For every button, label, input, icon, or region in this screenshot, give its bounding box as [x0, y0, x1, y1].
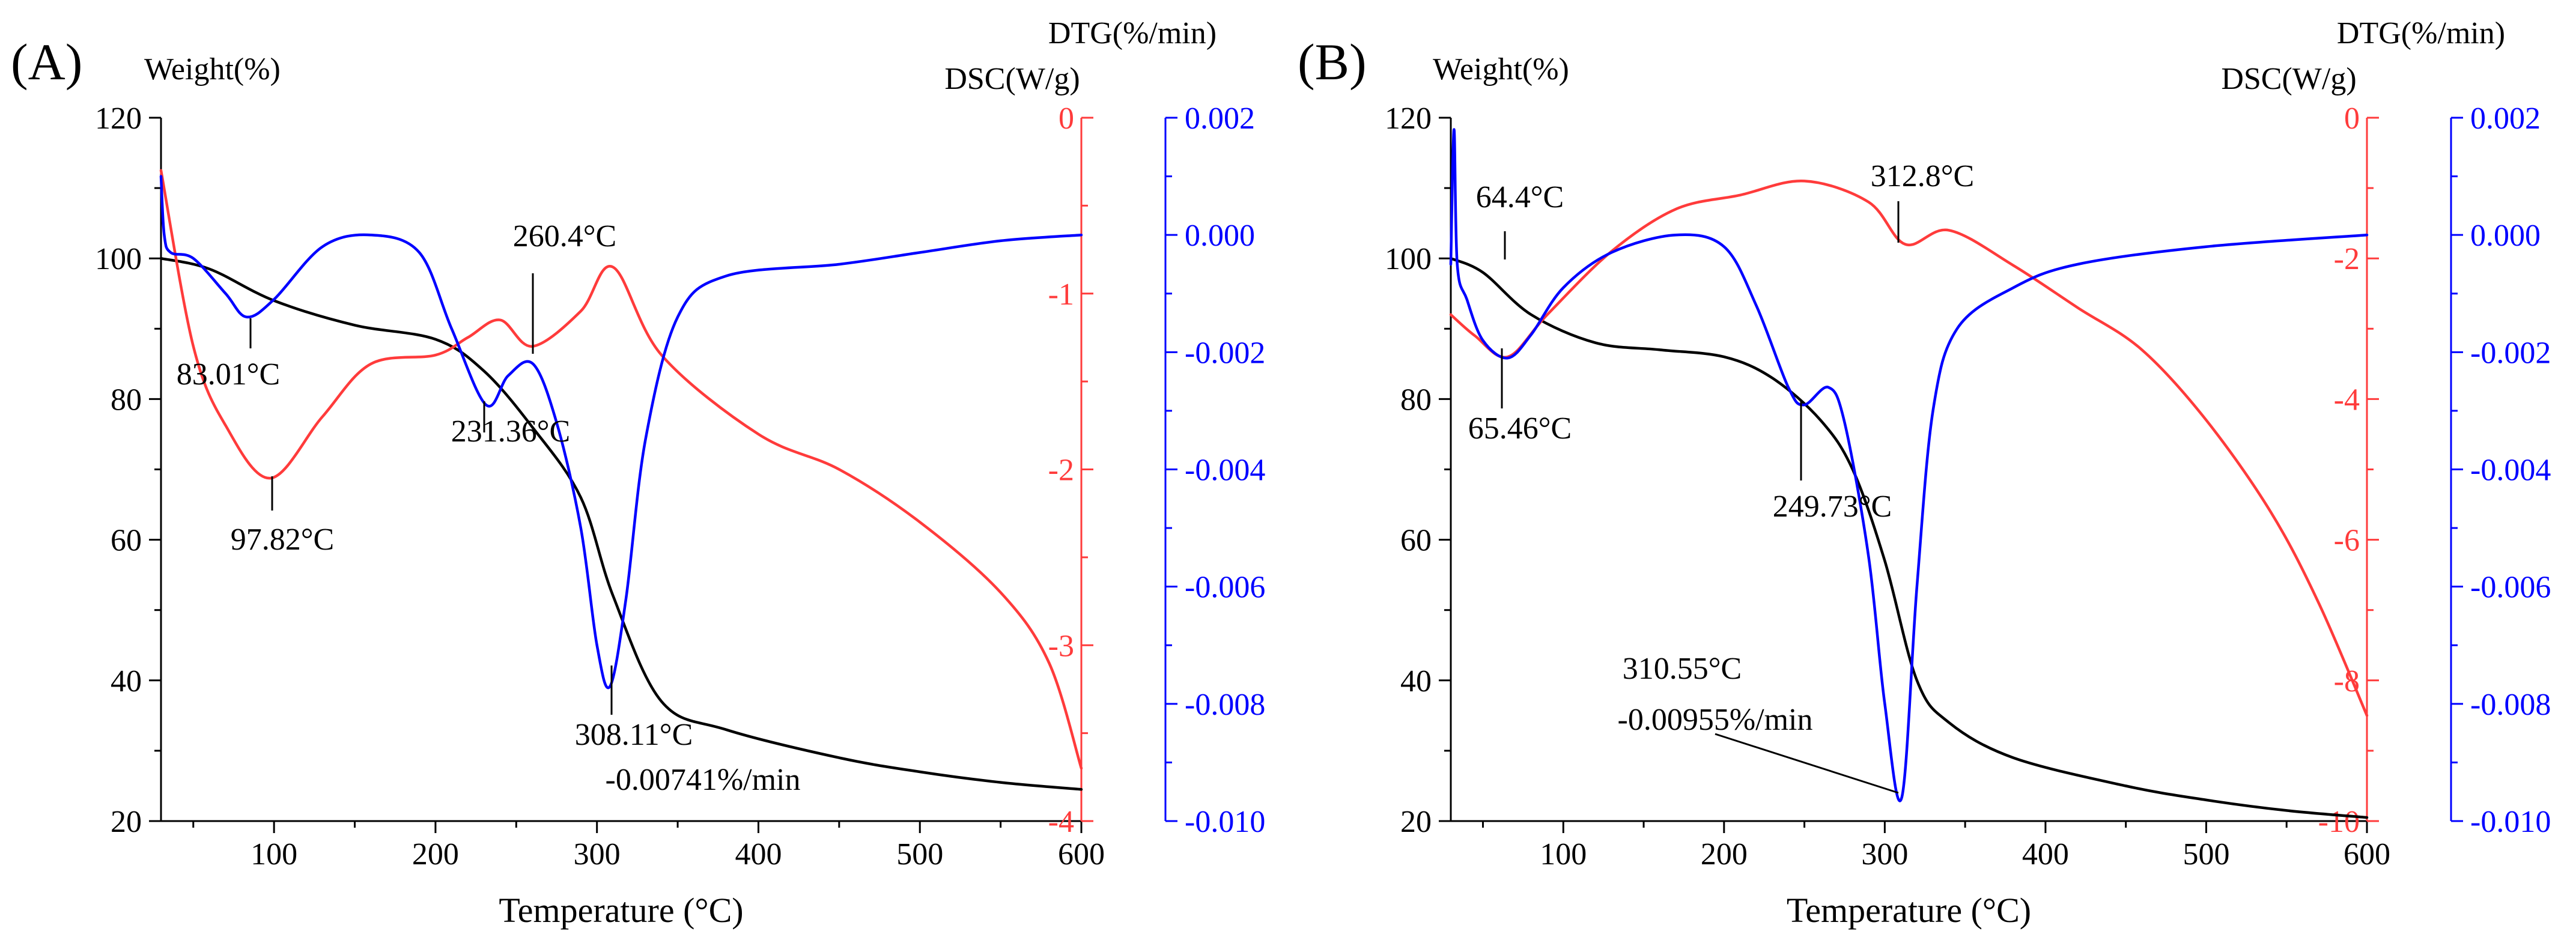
- annotation-label: 310.55°C: [1623, 652, 1742, 686]
- annotation-label: 83.01°C: [177, 357, 280, 392]
- x-tick-label: 100: [251, 837, 297, 872]
- dsc-axis-title: DSC(W/g): [944, 62, 1080, 96]
- x-axis-title: Temperature (°C): [1787, 891, 2031, 930]
- dtg-tick-label: -0.010: [2470, 805, 2551, 839]
- dsc-tick-label: -6: [2334, 524, 2360, 558]
- weight-tick-label: 80: [111, 383, 142, 417]
- dsc-tick-label: -1: [1048, 277, 1074, 312]
- annotation-label: 231.36°C: [451, 414, 570, 449]
- dtg-tick-label: 0.000: [1185, 219, 1255, 253]
- x-tick-label: 300: [574, 837, 621, 872]
- x-tick-label: 300: [1861, 837, 1908, 872]
- dtg-tick-label: 0.000: [2470, 219, 2541, 253]
- annotation-label: 64.4°C: [1476, 180, 1564, 214]
- x-tick-label: 400: [2022, 837, 2069, 872]
- dsc-tick-label: 0: [1059, 102, 1074, 136]
- x-tick-label: 500: [2183, 837, 2229, 872]
- dtg-axis-title: DTG(%/min): [2337, 16, 2505, 50]
- weight-tick-label: 100: [95, 242, 142, 276]
- dtg-tick-label: -0.002: [2470, 336, 2551, 370]
- dsc-curve: [1449, 180, 2369, 717]
- x-tick-label: 600: [1058, 837, 1105, 872]
- weight-tick-label: 40: [111, 664, 142, 699]
- panel-label: (A): [11, 33, 82, 91]
- dtg-tick-label: -0.008: [1185, 688, 1265, 722]
- weight-tick-label: 40: [1400, 664, 1432, 699]
- dsc-tick-label: 0: [2344, 102, 2360, 136]
- dtg-tick-label: 0.002: [1185, 102, 1255, 136]
- x-tick-label: 500: [896, 837, 943, 872]
- weight-tick-label: 20: [1400, 805, 1432, 839]
- dsc-tick-label: -10: [2318, 805, 2360, 839]
- weight-tick-label: 20: [111, 805, 142, 839]
- dtg-tick-label: 0.002: [2470, 102, 2541, 136]
- annotation-label: 249.73°C: [1773, 490, 1892, 524]
- dtg-curve: [159, 175, 1083, 690]
- annotation-label: -0.00741%/min: [606, 763, 801, 797]
- dtg-axis-title: DTG(%/min): [1048, 16, 1217, 50]
- weight-axis-title: Weight(%): [144, 52, 281, 86]
- annotation-label: 97.82°C: [231, 523, 334, 557]
- dsc-tick-label: -2: [1048, 453, 1074, 488]
- x-tick-label: 400: [735, 837, 782, 872]
- dsc-tick-label: -4: [1048, 805, 1074, 839]
- annotation-label: 260.4°C: [513, 219, 616, 253]
- dsc-tick-label: -4: [2334, 383, 2360, 417]
- weight-tick-label: 120: [1385, 102, 1432, 136]
- annotation-label: 312.8°C: [1871, 159, 1974, 193]
- x-axis-title: Temperature (°C): [499, 891, 743, 930]
- x-tick-label: 600: [2344, 837, 2390, 872]
- dtg-tick-label: -0.008: [2470, 688, 2551, 722]
- weight-tick-label: 120: [95, 102, 142, 136]
- weight-curve: [159, 256, 1083, 791]
- weight-axis-title: Weight(%): [1433, 52, 1569, 86]
- dtg-tick-label: -0.006: [1185, 571, 1265, 605]
- dtg-curve: [1449, 128, 2369, 802]
- dsc-curve: [159, 169, 1083, 770]
- annotation-label: 308.11°C: [575, 718, 693, 752]
- dtg-tick-label: -0.010: [1185, 805, 1265, 839]
- annotation-leader-line: [1715, 733, 1899, 794]
- dtg-tick-label: -0.002: [1185, 336, 1265, 370]
- weight-tick-label: 80: [1400, 383, 1432, 417]
- panel-label: (B): [1298, 33, 1367, 91]
- dtg-tick-label: -0.004: [2470, 453, 2551, 488]
- weight-tick-label: 60: [1400, 524, 1432, 558]
- dsc-tick-label: -3: [1048, 629, 1074, 663]
- weight-curve: [1449, 256, 2369, 819]
- annotation-label: 65.46°C: [1468, 411, 1572, 446]
- dtg-tick-label: -0.004: [1185, 453, 1265, 488]
- x-tick-label: 200: [412, 837, 459, 872]
- weight-tick-label: 100: [1385, 242, 1432, 276]
- annotation-label: -0.00955%/min: [1618, 703, 1813, 737]
- x-tick-label: 200: [1701, 837, 1748, 872]
- dsc-axis-title: DSC(W/g): [2221, 62, 2356, 96]
- x-tick-label: 100: [1540, 837, 1587, 872]
- weight-tick-label: 60: [111, 524, 142, 558]
- dtg-tick-label: -0.006: [2470, 571, 2551, 605]
- dsc-tick-label: -2: [2334, 242, 2360, 276]
